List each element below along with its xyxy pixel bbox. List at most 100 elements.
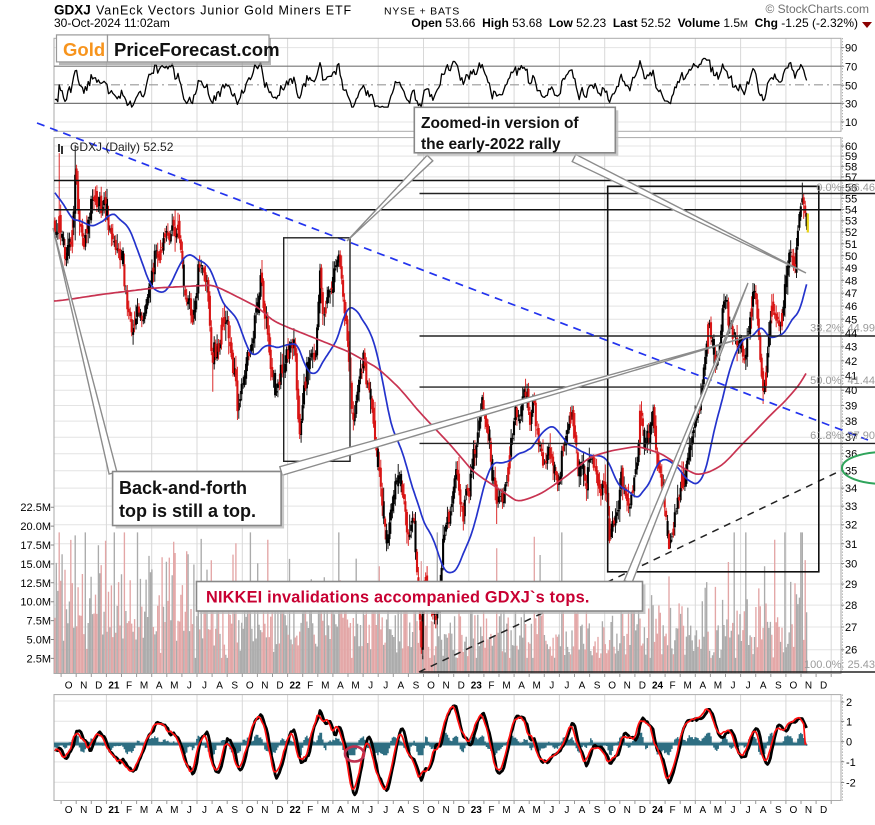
svg-text:top is still a top.: top is still a top. — [119, 501, 256, 521]
svg-text:49: 49 — [845, 263, 857, 275]
svg-text:D: D — [820, 681, 827, 692]
svg-text:O: O — [427, 681, 435, 692]
svg-text:N: N — [261, 681, 268, 692]
svg-text:D: D — [276, 681, 283, 692]
svg-text:F: F — [670, 805, 676, 816]
svg-text:0: 0 — [846, 737, 852, 749]
svg-text:A: A — [699, 681, 706, 692]
svg-text:Zoomed-in version of: Zoomed-in version of — [421, 115, 579, 132]
svg-text:M: M — [321, 805, 329, 816]
svg-text:J: J — [368, 805, 373, 816]
svg-text:50: 50 — [845, 251, 857, 263]
svg-text:the early-2022 rally: the early-2022 rally — [421, 136, 561, 153]
svg-text:O: O — [608, 681, 616, 692]
svg-text:D: D — [639, 681, 646, 692]
svg-text:M: M — [533, 805, 541, 816]
svg-text:24: 24 — [652, 681, 664, 692]
svg-text:S: S — [594, 681, 601, 692]
svg-text:M: M — [714, 681, 722, 692]
svg-text:A: A — [156, 805, 163, 816]
svg-text:5.0M: 5.0M — [27, 635, 51, 647]
svg-text:29: 29 — [845, 579, 857, 591]
svg-text:12.5M: 12.5M — [20, 578, 51, 590]
svg-text:70: 70 — [845, 61, 857, 73]
svg-text:1: 1 — [846, 716, 852, 728]
svg-text:2.5M: 2.5M — [27, 653, 51, 665]
svg-text:S: S — [594, 805, 601, 816]
svg-text:56: 56 — [845, 183, 857, 195]
svg-text:46: 46 — [845, 301, 857, 313]
svg-text:J: J — [187, 681, 192, 692]
svg-text:S: S — [231, 681, 238, 692]
svg-text:N: N — [624, 681, 631, 692]
svg-text:35: 35 — [845, 466, 857, 478]
svg-text:N: N — [80, 805, 87, 816]
svg-text:F: F — [126, 681, 132, 692]
svg-text:N: N — [805, 681, 812, 692]
svg-text:A: A — [579, 681, 586, 692]
svg-text:51: 51 — [845, 239, 857, 251]
svg-text:37: 37 — [845, 432, 857, 444]
svg-text:J: J — [383, 681, 388, 692]
svg-text:GDXJ: GDXJ — [54, 3, 91, 18]
svg-text:42: 42 — [845, 356, 857, 368]
svg-text:NYSE + BATS: NYSE + BATS — [384, 6, 460, 18]
svg-text:S: S — [231, 805, 238, 816]
svg-text:10.0M: 10.0M — [20, 597, 51, 609]
svg-text:J: J — [202, 681, 207, 692]
svg-text:A: A — [397, 681, 404, 692]
svg-text:50: 50 — [845, 80, 857, 92]
svg-text:55: 55 — [845, 193, 857, 205]
svg-text:27: 27 — [845, 622, 857, 634]
svg-text:22.5M: 22.5M — [20, 502, 51, 514]
svg-text:M: M — [140, 681, 148, 692]
svg-text:A: A — [518, 805, 525, 816]
svg-text:F: F — [488, 681, 494, 692]
svg-text:58: 58 — [845, 161, 857, 173]
svg-text:M: M — [170, 681, 178, 692]
svg-text:M: M — [351, 681, 359, 692]
svg-text:S: S — [413, 681, 420, 692]
svg-text:M: M — [502, 681, 510, 692]
svg-text:S: S — [775, 805, 782, 816]
svg-text:53: 53 — [845, 216, 857, 228]
svg-text:N: N — [805, 805, 812, 816]
svg-text:O: O — [65, 681, 73, 692]
svg-text:J: J — [202, 805, 207, 816]
svg-text:30-Oct-2024 11:02am: 30-Oct-2024 11:02am — [54, 16, 170, 30]
svg-text:NIKKEI invalidations accompani: NIKKEI invalidations accompanied GDXJ`s … — [206, 589, 590, 607]
svg-text:M: M — [351, 805, 359, 816]
svg-text:A: A — [156, 681, 163, 692]
svg-text:24: 24 — [652, 805, 664, 816]
svg-text:39: 39 — [845, 401, 857, 413]
svg-text:F: F — [126, 805, 132, 816]
svg-text:D: D — [458, 805, 465, 816]
svg-text:PriceForecast.com: PriceForecast.com — [114, 39, 280, 60]
svg-text:45: 45 — [845, 314, 857, 326]
svg-text:50.0%: 41.44: 50.0%: 41.44 — [810, 375, 875, 387]
svg-text:A: A — [518, 681, 525, 692]
svg-text:59: 59 — [845, 151, 857, 163]
svg-text:F: F — [670, 681, 676, 692]
svg-text:30: 30 — [845, 98, 857, 110]
svg-text:44: 44 — [845, 328, 857, 340]
svg-text:60: 60 — [845, 141, 857, 153]
svg-text:N: N — [624, 805, 631, 816]
svg-text:D: D — [639, 805, 646, 816]
svg-text:M: M — [140, 805, 148, 816]
svg-text:A: A — [699, 805, 706, 816]
svg-text:21: 21 — [108, 805, 120, 816]
svg-text:D: D — [95, 805, 102, 816]
svg-text:J: J — [383, 805, 388, 816]
svg-text:20.0M: 20.0M — [20, 521, 51, 533]
svg-text:© StockCharts.com: © StockCharts.com — [765, 2, 869, 16]
svg-text:Gold: Gold — [63, 39, 105, 60]
svg-text:-2: -2 — [846, 778, 856, 790]
svg-text:48: 48 — [845, 275, 857, 287]
svg-text:57: 57 — [845, 172, 857, 184]
svg-text:J: J — [564, 681, 569, 692]
svg-text:N: N — [80, 681, 87, 692]
svg-text:J: J — [549, 805, 554, 816]
svg-text:A: A — [216, 681, 223, 692]
svg-text:A: A — [337, 681, 344, 692]
